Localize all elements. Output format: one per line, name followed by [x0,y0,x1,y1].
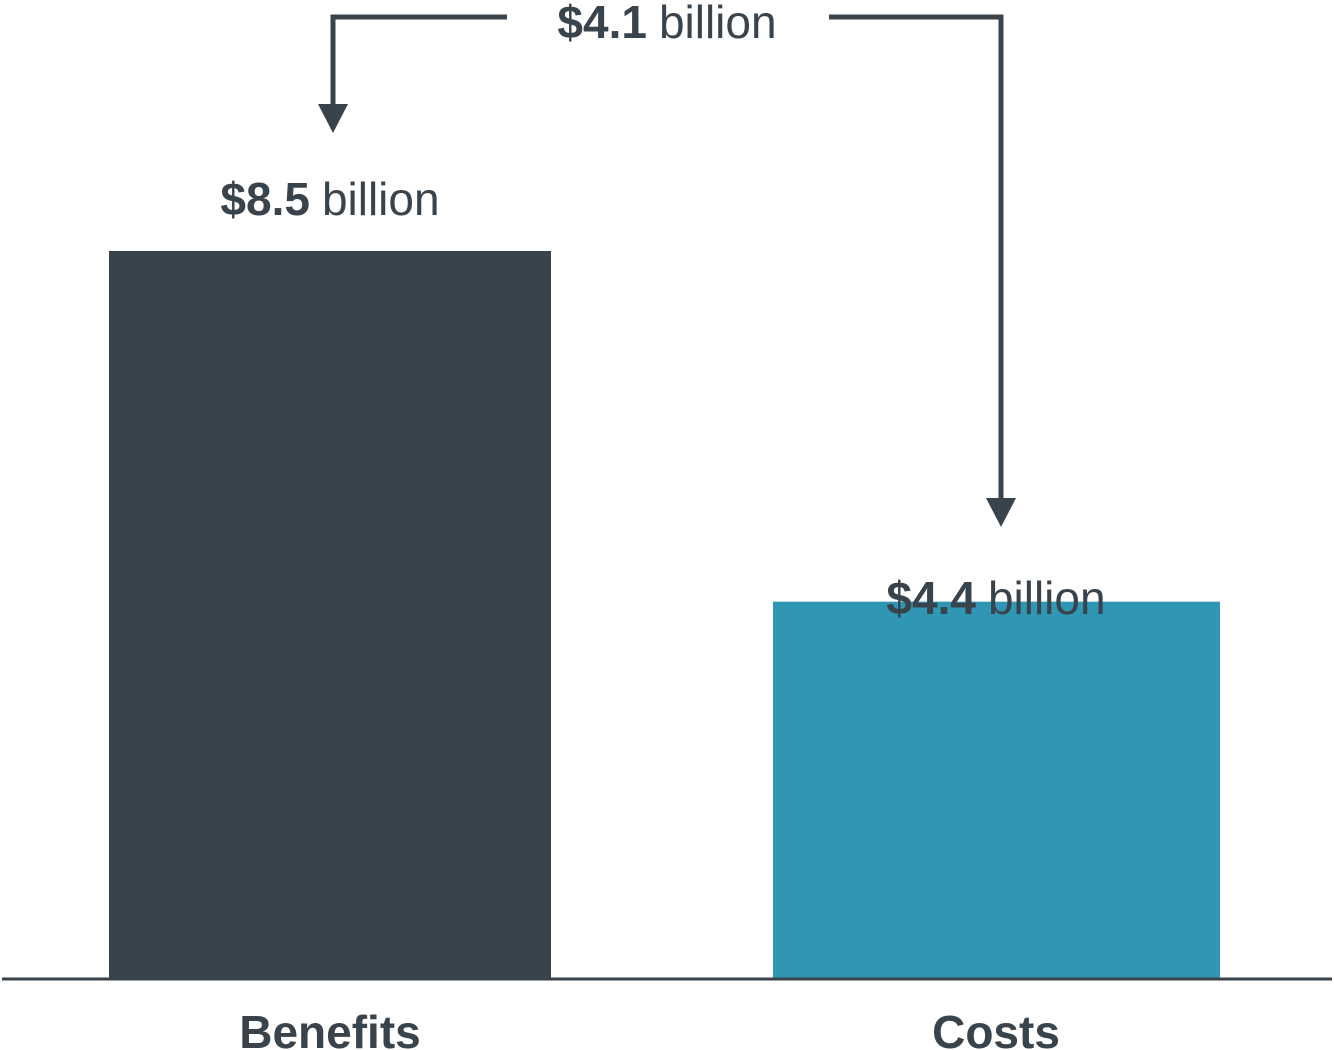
bars-group [109,251,1220,978]
category-label-benefits: Benefits [239,1006,420,1050]
bar-benefits [109,251,551,978]
arrow-down-icon [986,498,1016,527]
difference-label: $4.1 billion [557,0,776,48]
difference-bracket-left [330,14,507,106]
difference-bracket-right [829,14,1004,500]
arrow-down-icon [318,104,348,133]
value-label-costs: $4.4 billion [886,572,1105,624]
value-label-benefits: $8.5 billion [220,173,439,225]
bar-costs [773,601,1220,978]
category-label-costs: Costs [932,1006,1060,1050]
